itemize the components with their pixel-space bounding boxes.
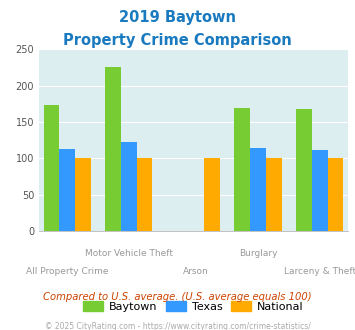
Bar	[44, 105, 59, 231]
Bar	[59, 149, 75, 231]
Bar	[204, 158, 220, 231]
Text: Property Crime Comparison: Property Crime Comparison	[63, 33, 292, 48]
Bar	[296, 109, 312, 231]
Text: © 2025 CityRating.com - https://www.cityrating.com/crime-statistics/: © 2025 CityRating.com - https://www.city…	[45, 322, 310, 330]
Bar	[312, 150, 328, 231]
Bar	[266, 158, 282, 231]
Text: Arson: Arson	[184, 267, 209, 276]
Text: All Property Crime: All Property Crime	[26, 267, 108, 276]
Bar	[137, 158, 153, 231]
Text: Larceny & Theft: Larceny & Theft	[284, 267, 355, 276]
Bar	[328, 158, 343, 231]
Text: Motor Vehicle Theft: Motor Vehicle Theft	[85, 249, 173, 258]
Bar	[250, 148, 266, 231]
Text: Compared to U.S. average. (U.S. average equals 100): Compared to U.S. average. (U.S. average …	[43, 292, 312, 302]
Bar	[234, 108, 250, 231]
Bar	[121, 142, 137, 231]
Text: 2019 Baytown: 2019 Baytown	[119, 10, 236, 25]
Text: Burglary: Burglary	[239, 249, 277, 258]
Bar	[105, 67, 121, 231]
Bar	[75, 158, 91, 231]
Legend: Baytown, Texas, National: Baytown, Texas, National	[79, 296, 308, 316]
